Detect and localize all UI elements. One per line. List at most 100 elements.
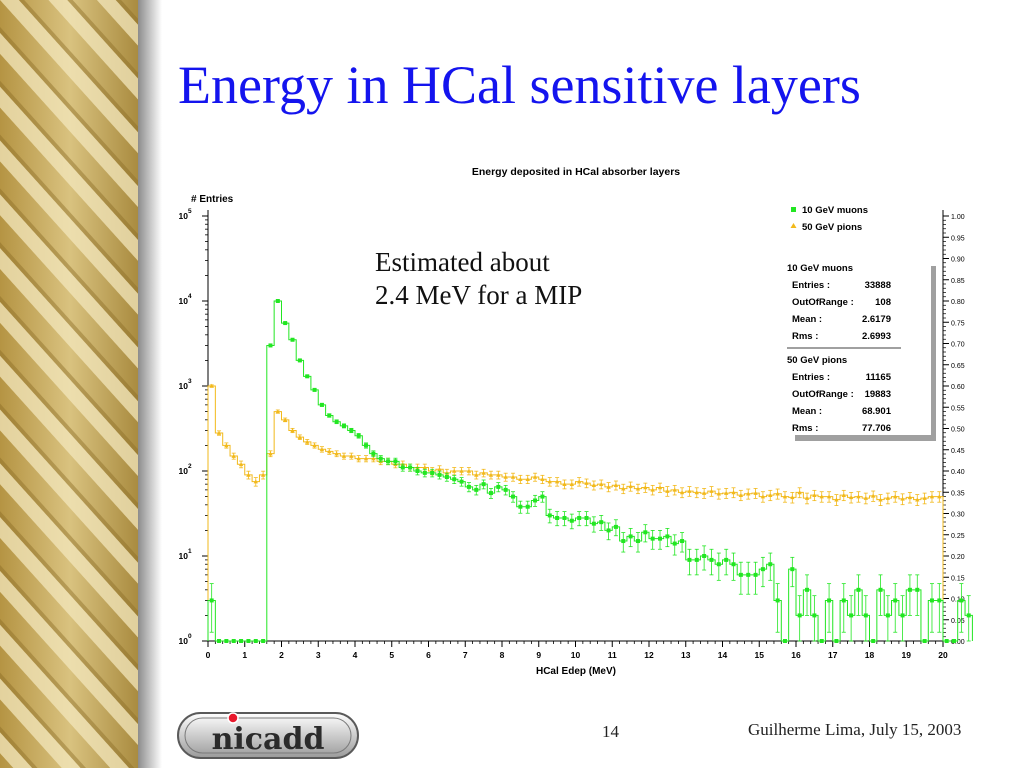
histogram-chart: Energy deposited in HCal absorber layers… — [179, 166, 973, 677]
right-axis-tick-label: 0.55 — [951, 405, 965, 412]
right-axis-tick-label: 0.35 — [951, 490, 965, 497]
data-point-pions — [812, 492, 817, 497]
data-point-pions — [709, 488, 714, 493]
y-tick-exponent: 4 — [188, 293, 192, 300]
stats-muons-outofrange-value: 108 — [875, 297, 891, 308]
data-point-muons — [944, 639, 949, 643]
data-point-muons — [319, 402, 324, 407]
data-point-muons — [466, 484, 471, 489]
data-point-pions — [576, 479, 582, 484]
data-point-muons — [658, 536, 663, 541]
data-point-muons — [312, 387, 317, 392]
data-point-pions — [863, 495, 869, 500]
x-tick-label: 15 — [755, 650, 765, 660]
x-tick-label: 11 — [608, 650, 617, 660]
data-point-muons — [474, 487, 479, 492]
data-point-pions — [826, 494, 832, 499]
data-point-muons — [305, 374, 310, 379]
data-point-muons — [562, 515, 567, 520]
data-point-muons — [959, 598, 964, 603]
data-point-pions — [694, 490, 699, 495]
footer-author-date: Guilherme Lima, July 15, 2003 — [748, 720, 962, 739]
data-point-pions — [687, 488, 692, 493]
y-axis-label: # Entries — [191, 194, 234, 205]
stats-pions-rms-label: Rms : — [792, 423, 818, 434]
data-point-pions — [356, 456, 361, 461]
data-point-muons — [907, 587, 912, 592]
y-tick-exponent: 2 — [188, 463, 192, 470]
data-point-muons — [746, 572, 751, 577]
data-point-pions — [591, 483, 597, 488]
data-point-pions — [672, 487, 677, 492]
data-point-muons — [591, 521, 596, 526]
stats-pions-mean-value: 68.901 — [862, 406, 892, 417]
data-point-pions — [437, 466, 442, 471]
data-point-pions — [665, 488, 670, 493]
data-point-muons — [584, 515, 589, 520]
data-point-pions — [319, 447, 325, 452]
data-point-muons — [863, 613, 868, 618]
data-point-muons — [488, 491, 493, 496]
x-tick-label: 4 — [353, 650, 358, 660]
chart-title: Energy deposited in HCal absorber layers — [472, 166, 680, 178]
data-point-pions — [723, 490, 729, 495]
right-axis-tick-label: 0.75 — [951, 320, 965, 327]
data-point-muons — [400, 465, 405, 470]
data-point-muons — [547, 513, 552, 518]
right-axis-tick-label: 0.30 — [951, 512, 965, 519]
data-point-muons — [327, 413, 332, 418]
legend-label-muons: 10 GeV muons — [802, 205, 868, 216]
data-point-muons — [430, 470, 435, 475]
data-point-muons — [518, 504, 523, 509]
slide-title: Energy in HCal sensitive layers — [178, 55, 861, 115]
data-point-muons — [268, 343, 273, 348]
x-tick-label: 12 — [644, 650, 654, 660]
data-point-muons — [672, 541, 677, 546]
data-point-muons — [922, 639, 927, 643]
data-point-muons — [849, 613, 854, 618]
data-point-pions — [738, 492, 744, 497]
data-point-pions — [209, 383, 214, 388]
data-point-pions — [474, 472, 479, 477]
data-point-muons — [790, 567, 795, 572]
data-point-muons — [525, 504, 530, 509]
data-point-pions — [753, 490, 758, 495]
data-point-muons — [393, 459, 398, 464]
data-point-muons — [915, 587, 920, 592]
x-tick-label: 20 — [938, 650, 948, 660]
right-axis-tick-label: 0.95 — [951, 235, 965, 242]
data-point-muons — [408, 465, 413, 470]
data-point-muons — [893, 598, 898, 603]
data-point-muons — [694, 557, 699, 562]
logo-inner-ring — [184, 717, 352, 754]
right-axis-tick-label: 1.00 — [951, 214, 965, 221]
logo-wordmark: nicadd — [212, 722, 325, 757]
data-point-muons — [775, 598, 780, 603]
x-tick-label: 2 — [279, 650, 284, 660]
data-point-pions — [525, 477, 530, 482]
data-point-pions — [246, 472, 251, 477]
data-point-pions — [746, 491, 751, 496]
data-point-pions — [635, 486, 641, 491]
data-point-muons — [819, 639, 824, 643]
stats-muons-title: 10 GeV muons — [787, 263, 853, 274]
data-point-muons — [364, 443, 369, 448]
y-tick-exponent: 1 — [188, 548, 192, 555]
data-point-pions — [701, 490, 707, 495]
data-point-pions — [290, 428, 295, 433]
data-point-pions — [782, 494, 788, 499]
x-tick-label: 5 — [389, 650, 394, 660]
right-axis-tick-label: 0.50 — [951, 427, 965, 434]
stats-muons-rms-value: 2.6993 — [862, 331, 891, 342]
data-point-muons — [621, 539, 626, 544]
data-point-pions — [679, 490, 685, 495]
decorative-sidebar — [0, 0, 162, 768]
stats-pions-title: 50 GeV pions — [787, 355, 847, 366]
data-point-pions — [297, 434, 303, 439]
data-point-pions — [275, 409, 281, 414]
right-axis-tick-label: 0.90 — [951, 257, 965, 264]
data-point-muons — [716, 562, 721, 567]
y-tick-label: 10 — [179, 296, 189, 306]
data-point-pions — [613, 483, 619, 488]
data-point-pions — [775, 491, 780, 496]
